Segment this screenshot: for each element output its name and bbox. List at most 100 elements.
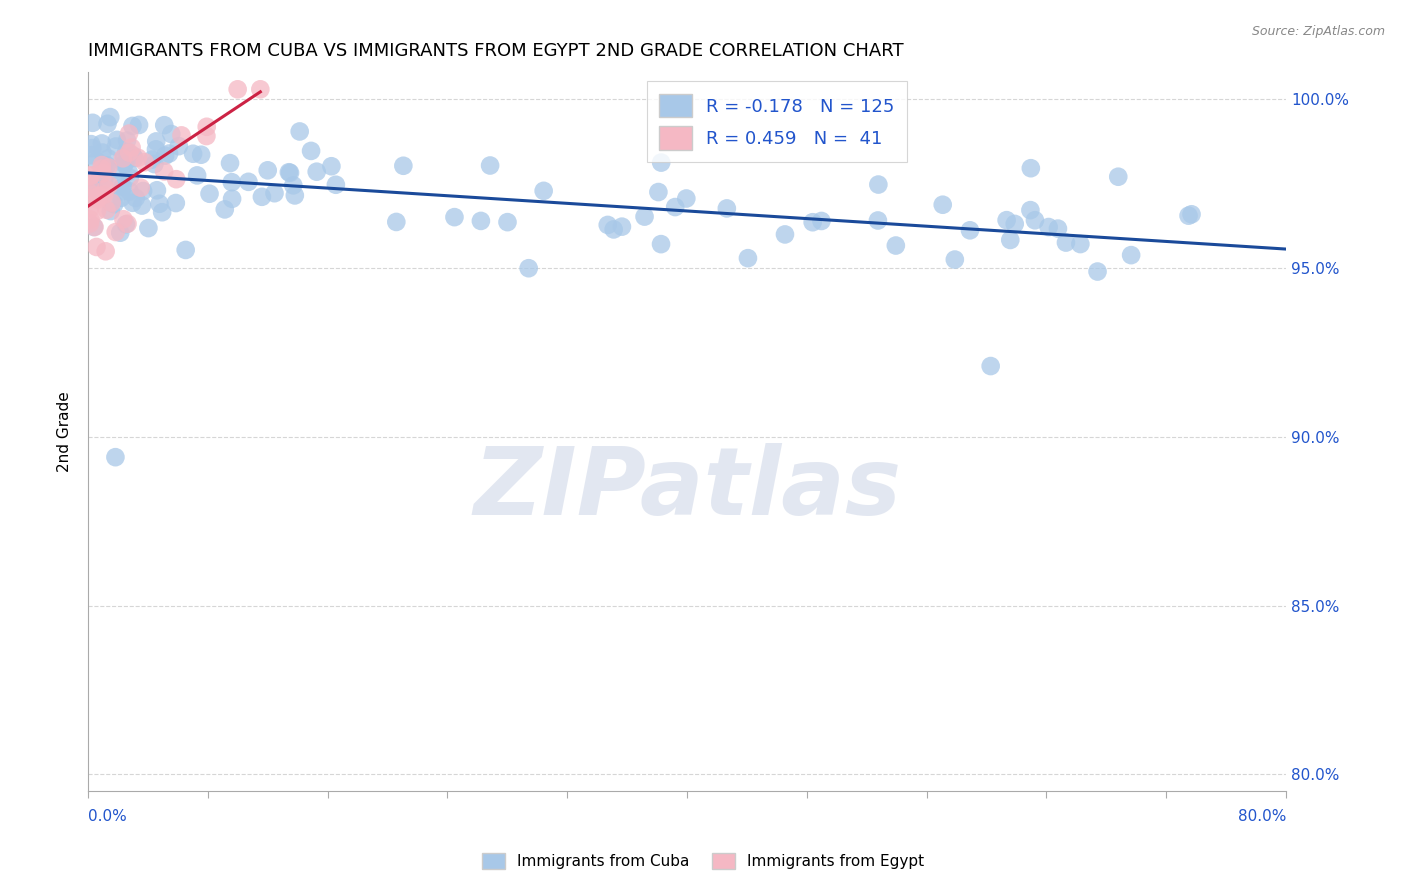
Point <box>1054 235 1077 250</box>
Point <box>128 118 150 132</box>
Point <box>100 204 122 219</box>
Point <box>716 202 738 216</box>
Point <box>238 175 260 189</box>
Point <box>83 220 105 235</box>
Point <box>1177 209 1199 223</box>
Point <box>145 135 167 149</box>
Point <box>97 152 120 166</box>
Point <box>125 191 148 205</box>
Point <box>810 214 832 228</box>
Point <box>112 157 135 171</box>
Point <box>1069 237 1091 252</box>
Point <box>533 184 555 198</box>
Point <box>110 191 132 205</box>
Point <box>79 168 101 182</box>
Point <box>385 215 408 229</box>
Point <box>932 198 955 212</box>
Point <box>610 219 633 234</box>
Point <box>117 165 139 179</box>
Point <box>1019 161 1042 176</box>
Point <box>93 173 115 187</box>
Point <box>129 180 152 194</box>
Point <box>664 200 686 214</box>
Point <box>118 185 141 199</box>
Point <box>111 151 134 165</box>
Point <box>647 185 669 199</box>
Point <box>104 450 127 465</box>
Point <box>132 184 155 198</box>
Point <box>91 166 114 180</box>
Point <box>278 166 301 180</box>
Point <box>90 158 112 172</box>
Point <box>115 145 138 159</box>
Point <box>153 149 176 163</box>
Point <box>79 212 101 227</box>
Point <box>104 139 127 153</box>
Point <box>82 179 104 194</box>
Point <box>596 218 619 232</box>
Point <box>195 120 218 134</box>
Text: 80.0%: 80.0% <box>1237 809 1286 824</box>
Point <box>943 252 966 267</box>
Point <box>104 225 127 239</box>
Point <box>89 169 111 184</box>
Point <box>141 153 163 167</box>
Text: Source: ZipAtlas.com: Source: ZipAtlas.com <box>1251 25 1385 38</box>
Point <box>148 196 170 211</box>
Point <box>283 178 305 193</box>
Point <box>112 151 135 165</box>
Point <box>105 133 128 147</box>
Point <box>675 192 697 206</box>
Point <box>249 82 271 96</box>
Point <box>145 142 167 156</box>
Point <box>1121 248 1143 262</box>
Point <box>995 213 1018 227</box>
Text: ZIPatlas: ZIPatlas <box>472 443 901 535</box>
Point <box>118 145 141 160</box>
Point <box>86 240 108 254</box>
Point <box>250 190 273 204</box>
Point <box>90 136 112 151</box>
Point <box>100 195 122 210</box>
Point <box>79 202 101 217</box>
Point <box>157 146 180 161</box>
Point <box>479 159 502 173</box>
Point <box>277 165 299 179</box>
Point <box>110 226 132 240</box>
Point <box>87 189 110 203</box>
Point <box>1004 217 1026 231</box>
Point <box>392 159 415 173</box>
Point <box>115 217 138 231</box>
Point <box>83 219 105 234</box>
Point <box>160 127 183 141</box>
Point <box>1024 213 1046 227</box>
Point <box>219 156 242 170</box>
Point <box>174 243 197 257</box>
Point <box>1000 233 1022 247</box>
Point <box>170 128 193 143</box>
Point <box>80 169 103 183</box>
Point <box>131 198 153 212</box>
Point <box>93 187 115 202</box>
Point <box>98 110 121 124</box>
Legend: R = -0.178   N = 125, R = 0.459   N =  41: R = -0.178 N = 125, R = 0.459 N = 41 <box>647 81 907 162</box>
Point <box>470 214 492 228</box>
Point <box>146 183 169 197</box>
Point <box>221 192 243 206</box>
Point <box>650 155 672 169</box>
Point <box>1107 169 1129 184</box>
Y-axis label: 2nd Grade: 2nd Grade <box>58 392 72 472</box>
Text: IMMIGRANTS FROM CUBA VS IMMIGRANTS FROM EGYPT 2ND GRADE CORRELATION CHART: IMMIGRANTS FROM CUBA VS IMMIGRANTS FROM … <box>89 42 904 60</box>
Point <box>221 175 243 189</box>
Point <box>143 157 166 171</box>
Point <box>138 221 160 235</box>
Point <box>96 202 118 217</box>
Point <box>305 164 328 178</box>
Point <box>97 161 120 175</box>
Point <box>79 191 101 205</box>
Point <box>112 212 135 227</box>
Point <box>121 140 143 154</box>
Point <box>650 237 672 252</box>
Point <box>91 145 114 160</box>
Point <box>884 238 907 252</box>
